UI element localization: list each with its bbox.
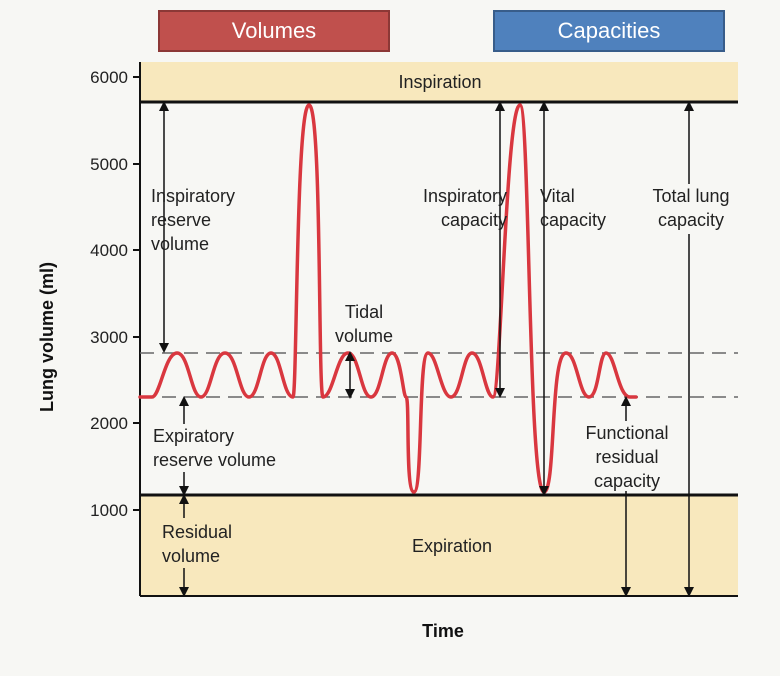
vc-label-line2: capacity xyxy=(540,210,606,230)
frc-label-line3: capacity xyxy=(594,471,660,491)
rv-label-line2: volume xyxy=(162,546,220,566)
rv-label-line1: Residual xyxy=(162,522,232,542)
tlc-label-line1: Total lung xyxy=(652,186,729,206)
erv-label-line2: reserve volume xyxy=(153,450,276,470)
inspiration-label: Inspiration xyxy=(398,72,481,92)
capacities-header-label: Capacities xyxy=(557,18,661,43)
irv-label-line2: reserve xyxy=(151,210,211,230)
vc-label-line1: Vital xyxy=(540,186,575,206)
y-tick-label-5000: 5000 xyxy=(90,155,128,174)
ic-label-line1: Inspiratory xyxy=(423,186,507,206)
x-axis-title: Time xyxy=(422,621,464,641)
inspiration-zone xyxy=(140,62,738,102)
volumes-header-label: Volumes xyxy=(231,18,317,43)
tlc-label-line2: capacity xyxy=(658,210,724,230)
erv-label-line1: Expiratory xyxy=(153,426,234,446)
irv-label-line1: Inspiratory xyxy=(151,186,235,206)
y-ticks xyxy=(133,76,140,511)
irv-label-line3: volume xyxy=(151,234,209,254)
expiration-label: Expiration xyxy=(412,536,492,556)
frc-label-line2: residual xyxy=(595,447,658,467)
tidal-label-line2: volume xyxy=(335,326,393,346)
capacities-header: Capacities xyxy=(493,10,725,52)
y-tick-label-3000: 3000 xyxy=(90,328,128,347)
y-tick-label-6000: 6000 xyxy=(90,68,128,87)
volumes-header: Volumes xyxy=(158,10,390,52)
tidal-label-line1: Tidal xyxy=(345,302,383,322)
y-axis-title: Lung volume (ml) xyxy=(37,262,57,412)
y-tick-label-4000: 4000 xyxy=(90,241,128,260)
ic-label-line2: capacity xyxy=(441,210,507,230)
frc-label-line1: Functional xyxy=(585,423,668,443)
y-tick-label-1000: 1000 xyxy=(90,501,128,520)
y-tick-label-2000: 2000 xyxy=(90,414,128,433)
